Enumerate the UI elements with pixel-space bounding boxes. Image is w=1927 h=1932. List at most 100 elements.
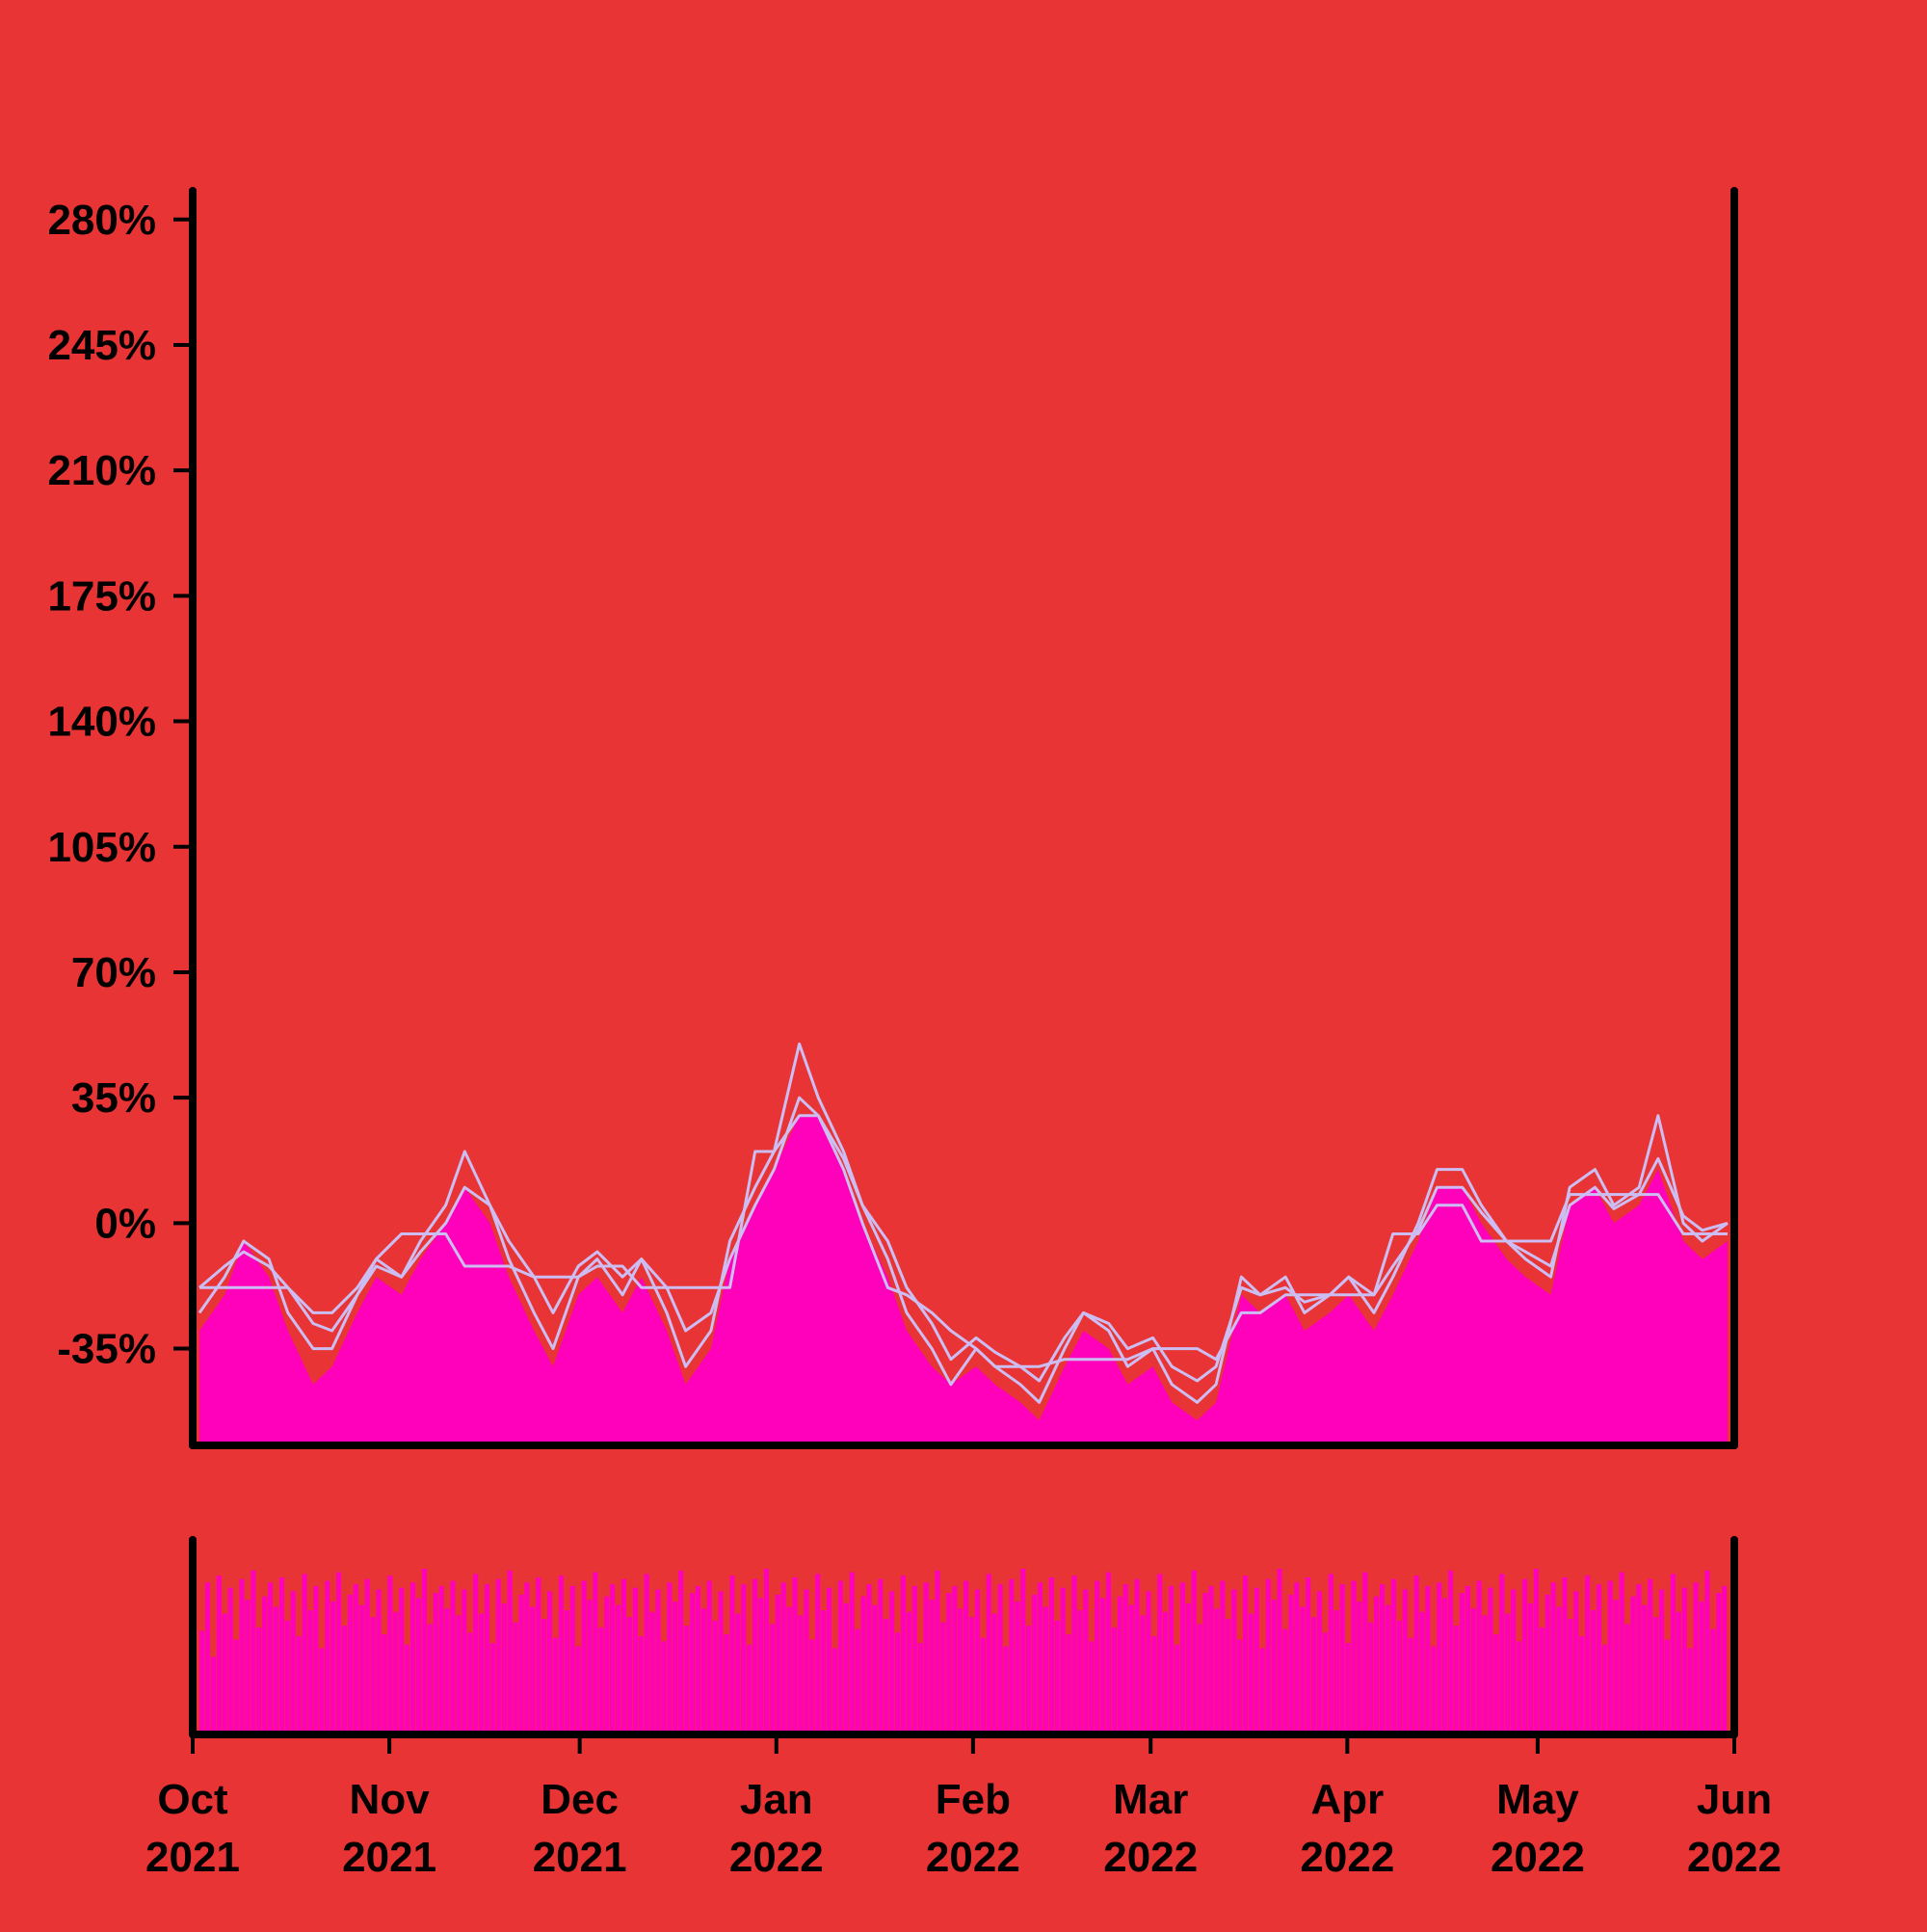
x-tick-month-label: Jun xyxy=(1697,1776,1772,1823)
volume-bar xyxy=(1054,1620,1060,1734)
volume-bar xyxy=(1066,1634,1071,1734)
x-tick-year-label: 2022 xyxy=(1300,1834,1394,1881)
volume-bar xyxy=(1465,1585,1470,1734)
volume-bar xyxy=(700,1608,706,1734)
volume-bar xyxy=(541,1618,547,1734)
x-tick-month-label: Apr xyxy=(1310,1776,1384,1823)
price-area xyxy=(199,1115,1728,1445)
volume-bar xyxy=(832,1648,838,1734)
volume-bar xyxy=(409,1582,416,1734)
volume-bar xyxy=(649,1611,655,1734)
x-tick-year-label: 2021 xyxy=(533,1834,627,1881)
volume-bar xyxy=(1664,1639,1671,1734)
volume-bar xyxy=(837,1580,843,1734)
volume-bar xyxy=(313,1585,319,1734)
volume-bar xyxy=(1499,1574,1505,1735)
x-tick-year-label: 2021 xyxy=(342,1834,436,1881)
volume-bar xyxy=(1425,1585,1431,1734)
volume-bar xyxy=(376,1589,382,1734)
volume-bar xyxy=(684,1626,690,1735)
volume-bar xyxy=(319,1648,325,1734)
volume-bar xyxy=(1716,1593,1722,1734)
volume-bar xyxy=(616,1604,621,1735)
volume-bar xyxy=(706,1580,712,1734)
volume-bar xyxy=(1277,1569,1282,1734)
x-tick-month-label: Nov xyxy=(350,1776,431,1823)
y-tick-label: 70% xyxy=(71,949,156,996)
volume-bar xyxy=(1351,1580,1357,1734)
volume-bar xyxy=(1368,1622,1374,1734)
volume-bar xyxy=(433,1593,438,1734)
volume-bar xyxy=(667,1582,673,1734)
volume-bar xyxy=(1020,1569,1026,1734)
volume-bar xyxy=(894,1632,901,1734)
indicator-line-2 xyxy=(198,1096,1729,1383)
volume-bar xyxy=(1237,1639,1243,1734)
volume-bar xyxy=(450,1580,456,1734)
volume-bar xyxy=(336,1572,342,1734)
volume-bar xyxy=(1402,1589,1408,1734)
volume-bar xyxy=(1482,1615,1488,1735)
volume-bar xyxy=(227,1587,233,1734)
volume-bar xyxy=(1533,1569,1539,1734)
volume-bar xyxy=(1163,1611,1169,1734)
volume-bar xyxy=(478,1613,485,1734)
volume-bar xyxy=(1362,1572,1368,1734)
volume-bar xyxy=(997,1584,1003,1735)
volume-bar xyxy=(632,1587,638,1734)
volume-bar xyxy=(467,1632,473,1734)
volume-bar xyxy=(986,1574,991,1735)
indicator-line-3 xyxy=(199,1114,1728,1368)
x-tick-month-label: Mar xyxy=(1113,1776,1188,1823)
volume-bar xyxy=(1431,1646,1437,1735)
volume-bar xyxy=(655,1589,661,1734)
volume-bar xyxy=(1300,1606,1306,1734)
volume-bar xyxy=(393,1611,399,1734)
volume-bar xyxy=(1642,1604,1648,1735)
volume-bar xyxy=(1288,1594,1294,1735)
volume-bar xyxy=(610,1584,616,1735)
volume-bar xyxy=(769,1624,775,1734)
volume-bar xyxy=(1596,1584,1602,1735)
y-tick-label: 280% xyxy=(47,197,156,244)
volume-bar xyxy=(1357,1601,1362,1734)
x-tick-month-label: Feb xyxy=(936,1776,1011,1823)
volume-bar xyxy=(341,1626,348,1735)
price-lines-layer xyxy=(198,1042,1729,1404)
volume-bar xyxy=(935,1570,940,1734)
volume-bar xyxy=(1060,1587,1066,1734)
volume-bar xyxy=(1151,1635,1157,1735)
volume-bar xyxy=(262,1596,268,1734)
x-tick-month-label: May xyxy=(1496,1776,1579,1823)
volume-bar xyxy=(1624,1624,1630,1734)
volume-bar xyxy=(1306,1576,1311,1734)
volume-bar xyxy=(564,1610,569,1734)
volume-bar xyxy=(1579,1635,1585,1735)
volume-bar xyxy=(1100,1598,1106,1734)
volume-bar xyxy=(1710,1628,1716,1734)
volume-bar xyxy=(1568,1618,1573,1734)
volume-bar xyxy=(495,1578,501,1734)
volume-bar xyxy=(991,1613,997,1734)
volume-bar xyxy=(1214,1608,1220,1734)
volume-bar xyxy=(678,1570,684,1734)
volume-bar xyxy=(581,1580,587,1734)
volume-bar xyxy=(1437,1582,1442,1734)
x-tick-month-label: Jan xyxy=(740,1776,813,1823)
volume-bar xyxy=(1396,1620,1402,1734)
volume-bar xyxy=(974,1589,980,1734)
volume-bar xyxy=(729,1575,735,1734)
volume-bar xyxy=(1722,1585,1728,1734)
volume-bar xyxy=(1271,1600,1277,1734)
volume-bar xyxy=(964,1580,969,1734)
volume-bar xyxy=(421,1569,427,1734)
volume-bar xyxy=(780,1582,786,1734)
volume-bar xyxy=(1122,1584,1128,1735)
volume-bar xyxy=(484,1584,490,1735)
volume-bar xyxy=(1202,1593,1208,1734)
x-axis: Oct 2021 Nov 2021 Dec 2021 Jan 2022 Feb 2022 Mar 20… xyxy=(145,1734,1782,1881)
volume-bar xyxy=(1174,1644,1180,1734)
volume-bar xyxy=(1077,1610,1083,1734)
volume-bar xyxy=(917,1643,923,1734)
